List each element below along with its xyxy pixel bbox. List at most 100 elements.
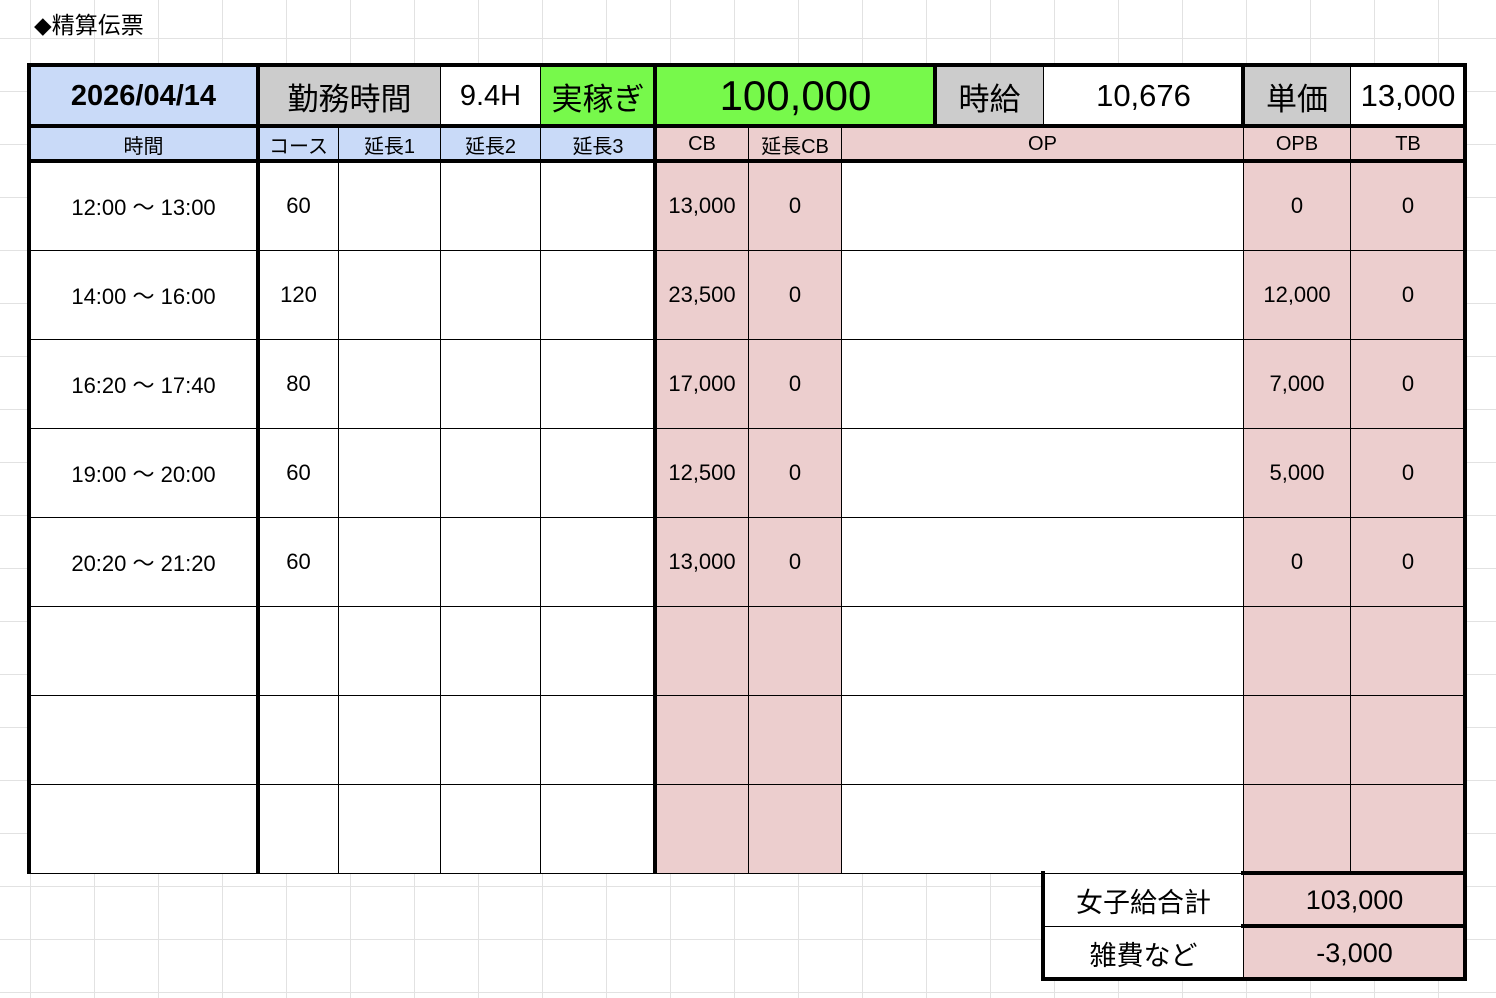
table-cell[interactable]	[440, 250, 541, 340]
table-cell[interactable]: 20:20 〜 21:20	[28, 517, 259, 607]
table-cell[interactable]	[540, 250, 656, 340]
earnings-value[interactable]: 100,000	[655, 65, 936, 127]
table-cell[interactable]: 0	[1350, 161, 1466, 251]
table-cell[interactable]: 60	[258, 161, 339, 251]
table-cell[interactable]: 0	[748, 428, 842, 518]
table-cell[interactable]	[540, 784, 656, 874]
table-cell[interactable]	[1243, 695, 1351, 785]
table-cell[interactable]	[841, 428, 1244, 518]
table-cell[interactable]	[258, 784, 339, 874]
table-cell[interactable]: 80	[258, 339, 339, 429]
table-cell[interactable]	[258, 606, 339, 696]
hourly-value[interactable]: 10,676	[1043, 65, 1244, 127]
table-cell[interactable]: 23,500	[655, 250, 749, 340]
table-cell[interactable]	[338, 161, 441, 251]
table-cell[interactable]: 17,000	[655, 339, 749, 429]
table-cell[interactable]	[748, 695, 842, 785]
column-header[interactable]: 延長CB	[748, 126, 842, 162]
table-cell[interactable]: 7,000	[1243, 339, 1351, 429]
unit-price-label[interactable]: 単価	[1243, 65, 1351, 127]
table-cell[interactable]	[841, 517, 1244, 607]
table-cell[interactable]	[28, 695, 259, 785]
column-header[interactable]: 延長1	[338, 126, 441, 162]
table-cell[interactable]	[841, 606, 1244, 696]
table-cell[interactable]	[440, 606, 541, 696]
table-cell[interactable]	[440, 161, 541, 251]
table-cell[interactable]	[748, 606, 842, 696]
table-cell[interactable]	[655, 695, 749, 785]
table-cell[interactable]: 0	[1243, 161, 1351, 251]
table-cell[interactable]	[338, 606, 441, 696]
table-cell[interactable]	[440, 695, 541, 785]
table-cell[interactable]: 12,500	[655, 428, 749, 518]
work-hours-value[interactable]: 9.4H	[440, 65, 541, 127]
table-cell[interactable]	[1243, 606, 1351, 696]
table-cell[interactable]: 0	[1350, 339, 1466, 429]
table-cell[interactable]: 60	[258, 517, 339, 607]
table-cell[interactable]: 16:20 〜 17:40	[28, 339, 259, 429]
table-cell[interactable]	[841, 784, 1244, 874]
table-cell[interactable]: 5,000	[1243, 428, 1351, 518]
table-cell[interactable]	[540, 428, 656, 518]
table-cell[interactable]: 0	[748, 161, 842, 251]
table-cell[interactable]	[540, 339, 656, 429]
table-cell[interactable]: 0	[748, 517, 842, 607]
work-hours-label[interactable]: 勤務時間	[258, 65, 441, 127]
unit-price-value[interactable]: 13,000	[1350, 65, 1466, 127]
table-cell[interactable]	[440, 517, 541, 607]
table-cell[interactable]: 0	[1350, 428, 1466, 518]
misc-value[interactable]: -3,000	[1243, 926, 1466, 980]
table-cell[interactable]	[258, 695, 339, 785]
earnings-label[interactable]: 実稼ぎ	[540, 65, 656, 127]
table-cell[interactable]: 0	[1350, 250, 1466, 340]
column-header[interactable]: TB	[1350, 126, 1466, 162]
table-cell[interactable]	[28, 606, 259, 696]
table-cell[interactable]	[338, 339, 441, 429]
table-cell[interactable]	[841, 250, 1244, 340]
table-cell[interactable]: 120	[258, 250, 339, 340]
column-header[interactable]: OP	[841, 126, 1244, 162]
table-cell[interactable]	[841, 339, 1244, 429]
misc-label[interactable]: 雑費など	[1043, 926, 1244, 980]
table-cell[interactable]	[338, 784, 441, 874]
column-header[interactable]: 時間	[28, 126, 259, 162]
table-cell[interactable]	[338, 695, 441, 785]
hourly-label[interactable]: 時給	[935, 65, 1044, 127]
table-cell[interactable]: 0	[748, 339, 842, 429]
table-cell[interactable]	[1350, 606, 1466, 696]
table-cell[interactable]	[1350, 784, 1466, 874]
column-header[interactable]: 延長2	[440, 126, 541, 162]
table-cell[interactable]: 0	[748, 250, 842, 340]
column-header[interactable]: OPB	[1243, 126, 1351, 162]
total-label[interactable]: 女子給合計	[1043, 873, 1244, 927]
table-cell[interactable]	[841, 161, 1244, 251]
table-cell[interactable]: 14:00 〜 16:00	[28, 250, 259, 340]
table-cell[interactable]	[540, 161, 656, 251]
table-cell[interactable]: 60	[258, 428, 339, 518]
table-cell[interactable]	[338, 517, 441, 607]
table-cell[interactable]: 12,000	[1243, 250, 1351, 340]
table-cell[interactable]	[28, 784, 259, 874]
table-cell[interactable]	[440, 784, 541, 874]
table-cell[interactable]: 12:00 〜 13:00	[28, 161, 259, 251]
table-cell[interactable]	[338, 250, 441, 340]
column-header[interactable]: コース	[258, 126, 339, 162]
table-cell[interactable]: 0	[1243, 517, 1351, 607]
date-cell[interactable]: 2026/04/14	[28, 65, 259, 127]
table-cell[interactable]	[440, 428, 541, 518]
table-cell[interactable]	[338, 428, 441, 518]
table-cell[interactable]: 0	[1350, 517, 1466, 607]
table-cell[interactable]: 13,000	[655, 517, 749, 607]
table-cell[interactable]	[748, 784, 842, 874]
table-cell[interactable]	[540, 517, 656, 607]
table-cell[interactable]	[1243, 784, 1351, 874]
column-header[interactable]: CB	[655, 126, 749, 162]
column-header[interactable]: 延長3	[540, 126, 656, 162]
table-cell[interactable]	[841, 695, 1244, 785]
table-cell[interactable]	[540, 695, 656, 785]
table-cell[interactable]: 19:00 〜 20:00	[28, 428, 259, 518]
table-cell[interactable]	[655, 606, 749, 696]
table-cell[interactable]	[655, 784, 749, 874]
table-cell[interactable]: 13,000	[655, 161, 749, 251]
table-cell[interactable]	[540, 606, 656, 696]
